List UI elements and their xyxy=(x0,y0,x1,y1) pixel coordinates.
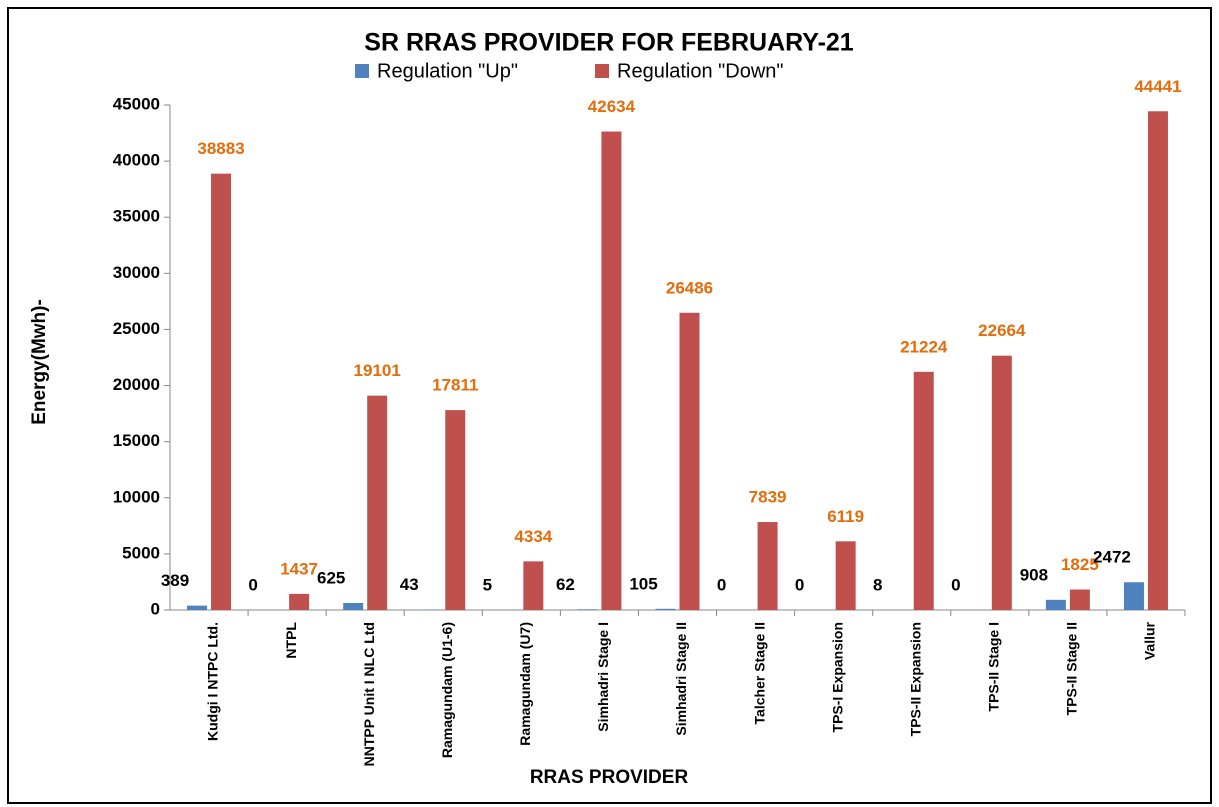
y-tick-label: 20000 xyxy=(113,375,160,394)
bar xyxy=(679,312,700,610)
y-tick-label: 30000 xyxy=(113,263,160,282)
bar xyxy=(757,522,778,610)
y-tick-label: 40000 xyxy=(113,151,160,170)
x-tick-label: NTPL xyxy=(283,622,299,659)
y-tick-label: 10000 xyxy=(113,487,160,506)
bar xyxy=(445,410,466,610)
bar xyxy=(211,173,232,610)
data-label: 43 xyxy=(400,575,419,594)
bar xyxy=(1045,599,1066,610)
y-tick-label: 35000 xyxy=(113,207,160,226)
x-tick-label: TPS-II Stage II xyxy=(1064,622,1080,715)
x-axis-label: RRAS PROVIDER xyxy=(530,767,689,788)
data-label: 389 xyxy=(161,571,189,590)
x-tick-label: NNTPP Unit I NLC Ltd xyxy=(361,622,377,766)
legend-label: Regulation "Up" xyxy=(377,60,518,82)
data-label: 5 xyxy=(483,575,492,594)
bar xyxy=(367,395,388,610)
data-label: 17811 xyxy=(432,376,478,395)
data-label: 21224 xyxy=(900,337,948,356)
x-tick-label: TPS-II Expansion xyxy=(907,622,923,736)
x-tick-label: Simhadri Stage II xyxy=(673,622,689,736)
y-tick-label: 0 xyxy=(151,599,160,618)
x-tick-label: Simhadri Stage I xyxy=(595,622,611,732)
data-label: 0 xyxy=(951,575,960,594)
chart-title: SR RRAS PROVIDER FOR FEBRUARY-21 xyxy=(364,29,854,57)
y-tick-label: 15000 xyxy=(113,431,160,450)
x-tick-label: Vallur xyxy=(1142,621,1158,660)
bar xyxy=(1069,589,1090,610)
bar xyxy=(991,355,1012,610)
x-tick-label: TPS-II Stage I xyxy=(986,622,1002,711)
legend-swatch xyxy=(595,64,609,78)
data-label: 62 xyxy=(556,575,575,594)
bar xyxy=(187,605,208,610)
bar xyxy=(913,371,934,610)
data-label: 0 xyxy=(795,575,804,594)
y-tick-label: 5000 xyxy=(122,543,160,562)
x-tick-label: TPS-I Expansion xyxy=(829,622,845,732)
bar xyxy=(601,131,622,611)
data-label: 105 xyxy=(629,574,657,593)
x-tick-label: Talcher Stage II xyxy=(751,622,767,724)
legend-label: Regulation "Down" xyxy=(617,60,784,82)
bar xyxy=(655,608,676,610)
y-tick-label: 45000 xyxy=(113,94,160,113)
bar xyxy=(577,609,598,610)
data-label: 19101 xyxy=(354,361,401,380)
x-tick-label: Ramagundam (U1-6) xyxy=(439,622,455,758)
data-label: 1825 xyxy=(1061,555,1099,574)
data-label: 22664 xyxy=(978,321,1026,340)
data-label: 2472 xyxy=(1093,548,1131,567)
legend-swatch xyxy=(355,64,369,78)
data-label: 625 xyxy=(317,568,345,587)
data-label: 38883 xyxy=(197,139,244,158)
data-label: 7839 xyxy=(749,488,787,507)
bar xyxy=(1147,111,1168,610)
x-tick-label: Kudgi I NTPC Ltd. xyxy=(205,622,221,741)
x-tick-label: Ramagundam (U7) xyxy=(517,622,533,746)
data-label: 1437 xyxy=(280,559,318,578)
bar xyxy=(1123,582,1144,610)
bar xyxy=(523,561,544,610)
data-label: 42634 xyxy=(588,97,636,116)
data-label: 6119 xyxy=(827,507,864,526)
y-axis-label: Energy(Mwh)- xyxy=(29,299,50,425)
bar xyxy=(289,593,310,610)
data-label: 44441 xyxy=(1134,77,1181,96)
bar xyxy=(343,602,364,610)
data-label: 4334 xyxy=(514,527,552,546)
bar xyxy=(835,541,856,610)
data-label: 0 xyxy=(248,575,257,594)
y-tick-label: 25000 xyxy=(113,319,160,338)
data-label: 908 xyxy=(1020,565,1048,584)
data-label: 0 xyxy=(717,575,726,594)
data-label: 26486 xyxy=(666,278,713,297)
data-label: 8 xyxy=(873,575,882,594)
